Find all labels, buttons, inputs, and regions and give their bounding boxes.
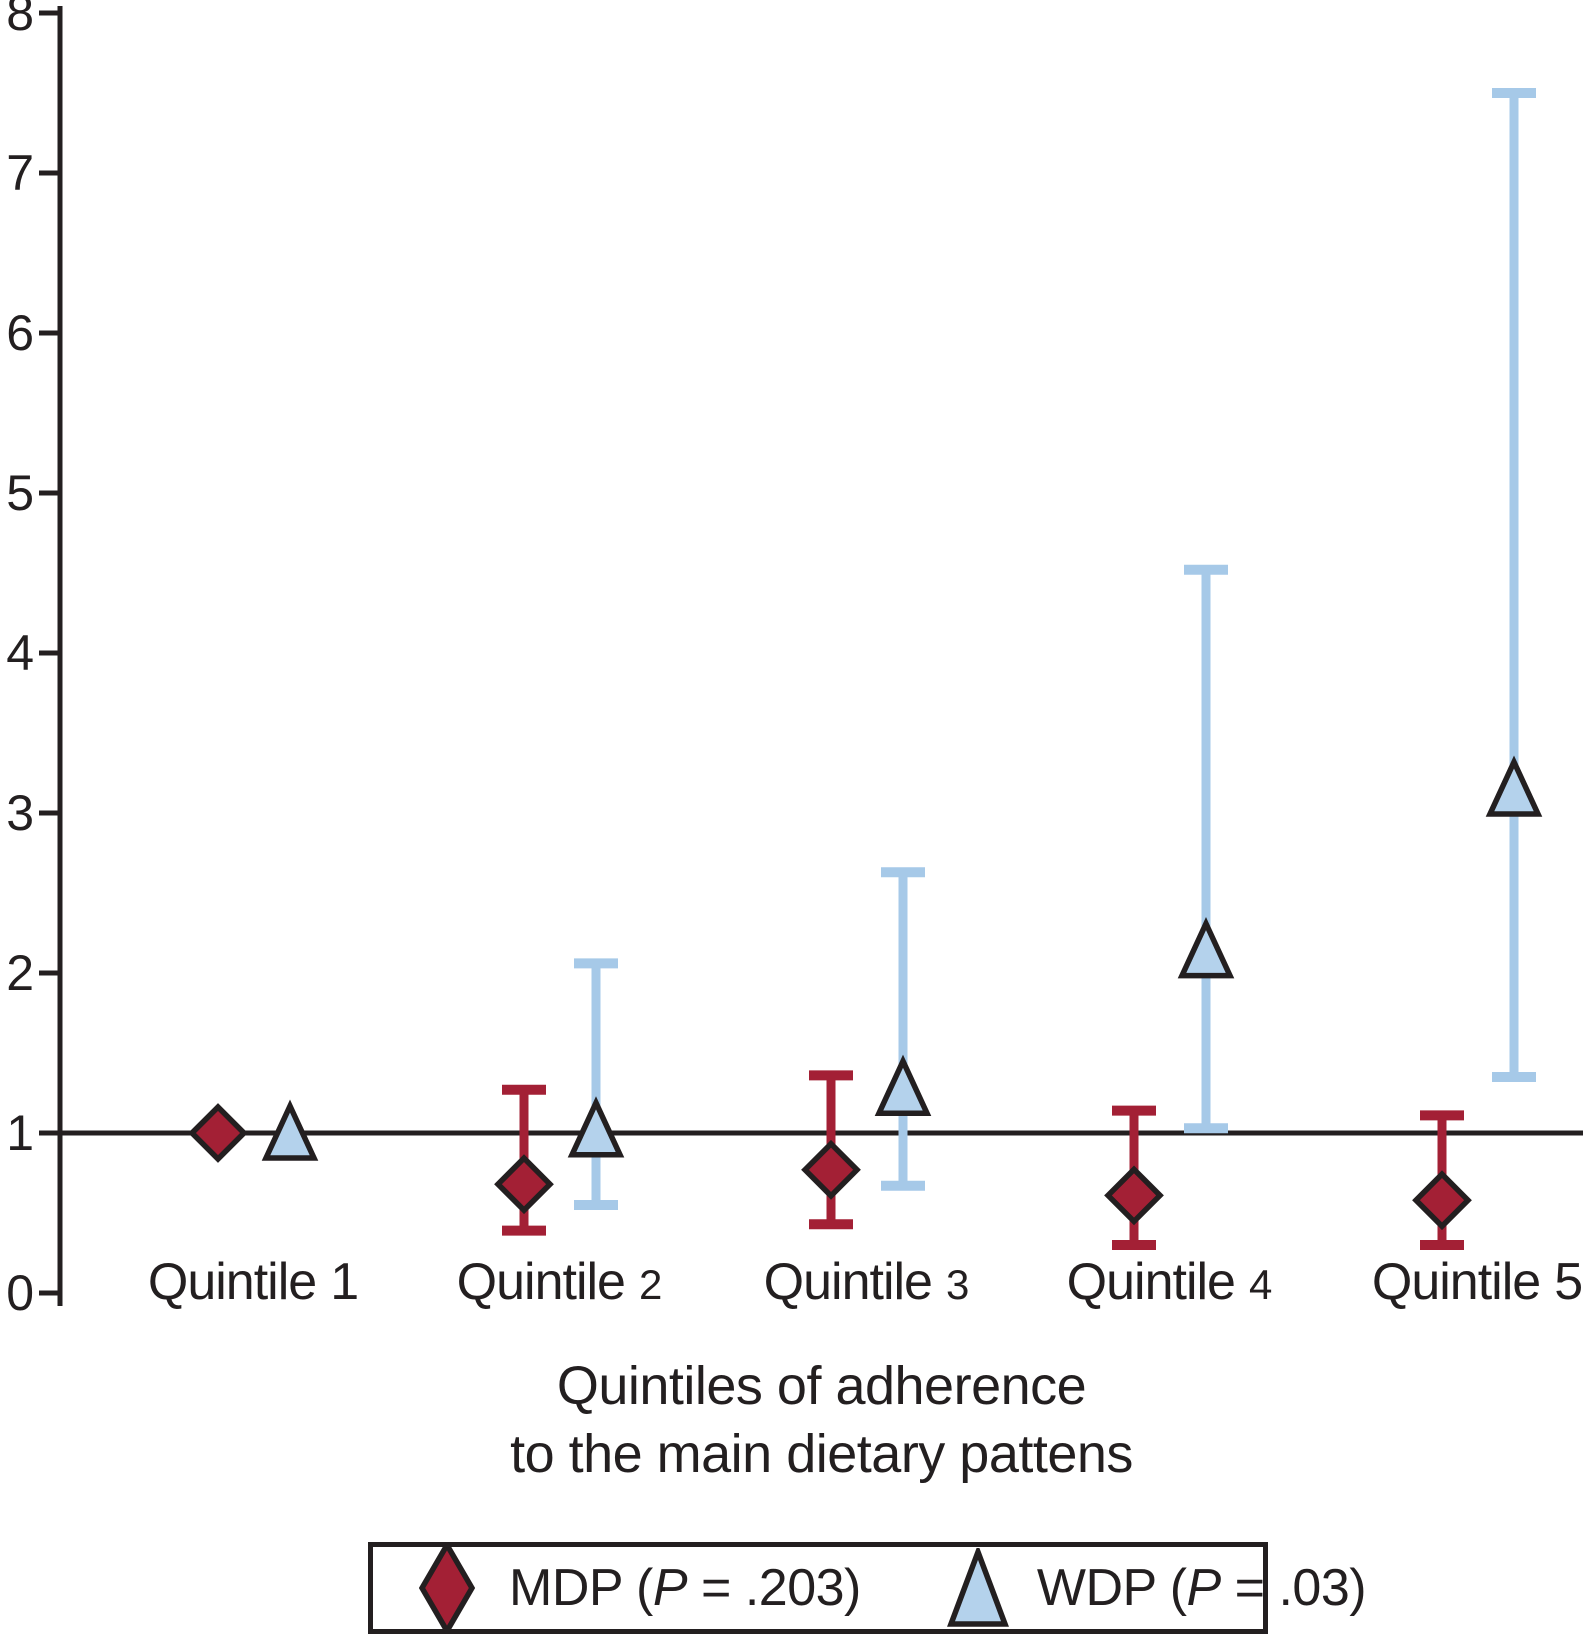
wdp-triangle-marker <box>261 1099 319 1161</box>
legend-mdp-suffix: = .203) <box>687 1559 861 1617</box>
legend: MDP (P = .203) WDP (P = .03) <box>368 1542 1367 1634</box>
mdp-diamond-marker <box>494 1154 554 1215</box>
y-tick-label: 8 <box>6 0 34 41</box>
y-tick-label: 5 <box>6 465 34 521</box>
x-tick-word: Quintile <box>456 1253 626 1311</box>
mdp-diamond-marker <box>188 1103 248 1163</box>
legend-wdp-suffix: = .03) <box>1220 1559 1367 1617</box>
y-tick-label: 1 <box>6 1105 34 1161</box>
x-tick-word: Quintile <box>147 1253 317 1311</box>
y-tick-label: 3 <box>6 785 34 841</box>
mdp-diamond-legend-icon <box>419 1542 475 1634</box>
legend-label-wdp: WDP (P = .03) <box>1036 1558 1367 1618</box>
y-tick-label: 4 <box>6 625 34 681</box>
plot-area: 0 1 2 3 4 5 6 7 8 <box>6 0 1583 1321</box>
x-axis-title-line-2: to the main dietary pattens <box>510 1424 1133 1484</box>
legend-mdp-prefix: MDP ( <box>509 1559 653 1617</box>
x-tick-label-quintile-3: Quintile 3 <box>763 1252 970 1315</box>
x-axis-title-line-1: Quintiles of adherence <box>556 1356 1087 1416</box>
mdp-diamond-marker <box>1104 1165 1164 1226</box>
wdp-triangle-marker <box>1177 917 1235 979</box>
x-tick-num: 4 <box>1248 1261 1272 1308</box>
wdp-triangle-marker <box>567 1096 625 1158</box>
y-tick-label: 6 <box>6 305 34 361</box>
x-tick-label-quintile-4: Quintile 4 <box>1066 1252 1273 1315</box>
wdp-triangle-marker <box>1485 755 1543 817</box>
wdp-triangle-legend-icon <box>946 1548 1009 1627</box>
x-tick-label-quintile-1: Quintile 1 <box>147 1252 359 1312</box>
x-tick-word: Quintile <box>1066 1253 1236 1311</box>
y-tick-label: 2 <box>6 945 34 1001</box>
x-tick-num: 2 <box>638 1261 662 1308</box>
x-tick-word: Quintile <box>763 1253 933 1311</box>
mdp-diamond-marker <box>1412 1170 1472 1231</box>
legend-wdp-prefix: WDP ( <box>1036 1559 1187 1617</box>
legend-label-mdp: MDP (P = .203) <box>509 1558 861 1618</box>
wdp-triangle-marker <box>874 1054 932 1116</box>
x-tick-num: 5 <box>1554 1253 1583 1311</box>
y-tick-label: 7 <box>6 145 34 201</box>
legend-mdp-p-italic: P <box>652 1559 688 1617</box>
x-tick-num: 1 <box>330 1253 359 1311</box>
x-axis-title: Quintiles of adherence to the main dieta… <box>60 1352 1583 1488</box>
mdp-diamond-marker <box>801 1139 861 1200</box>
x-tick-word: Quintile <box>1371 1253 1541 1311</box>
y-tick-label: 0 <box>6 1265 34 1321</box>
x-tick-num: 3 <box>945 1261 969 1308</box>
legend-wdp-p-italic: P <box>1186 1559 1222 1617</box>
x-tick-label-quintile-2: Quintile 2 <box>456 1252 663 1315</box>
x-tick-label-quintile-5: Quintile 5 <box>1371 1252 1583 1312</box>
